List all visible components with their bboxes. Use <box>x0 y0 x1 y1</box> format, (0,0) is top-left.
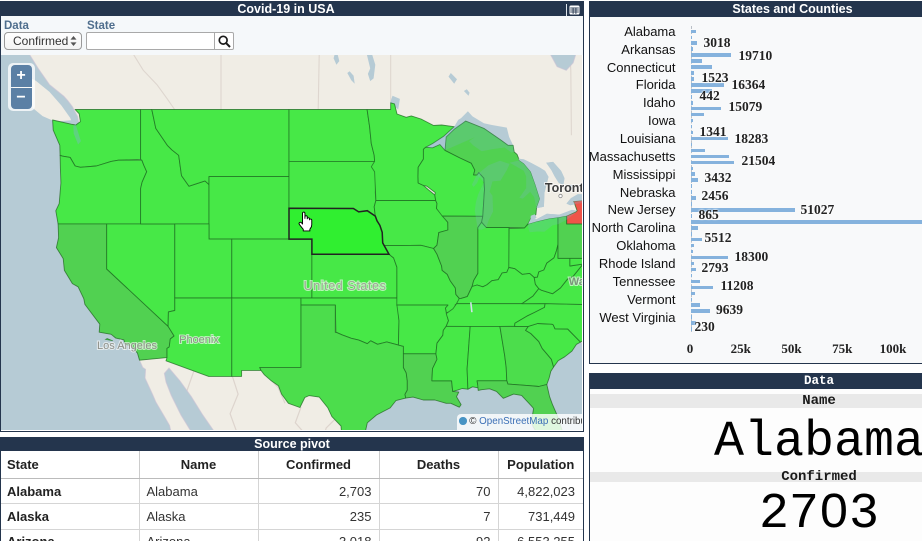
svg-text:Phoenix: Phoenix <box>179 334 219 346</box>
svg-text:Toronto: Toronto <box>545 181 582 195</box>
svg-text:United States: United States <box>304 279 387 293</box>
svg-text:Los Angeles: Los Angeles <box>97 340 157 352</box>
svg-text:Washington: Washington <box>569 276 582 288</box>
